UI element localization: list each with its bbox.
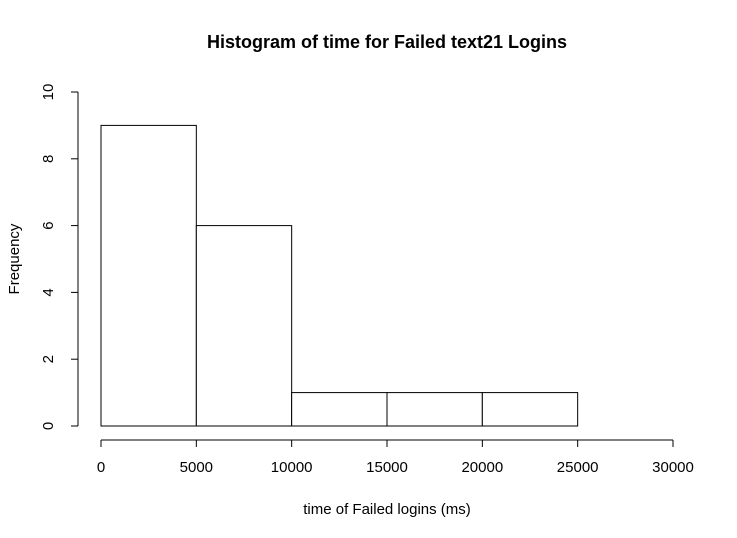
histogram-bar-2 [195, 225, 293, 427]
y-tick-label: 10 [40, 84, 57, 101]
x-axis: 0 5000 10000 15000 20000 25000 30000 [97, 439, 694, 476]
y-tick-label: 8 [40, 155, 57, 163]
histogram-bar-1 [100, 124, 197, 427]
y-axis: 0 2 4 6 8 10 [40, 84, 79, 430]
x-tick-label: 20000 [461, 459, 503, 476]
histogram-bar-4 [386, 392, 483, 427]
histogram-bar-5 [481, 392, 579, 427]
histogram-bar-3 [291, 392, 388, 427]
x-tick-label: 30000 [652, 459, 694, 476]
chart-title: Histogram of time for Failed text21 Logi… [207, 32, 567, 52]
y-tick-label: 0 [40, 422, 57, 430]
y-tick-label: 2 [40, 355, 57, 363]
y-tick-label: 6 [40, 221, 57, 229]
y-tick-label: 4 [40, 288, 57, 296]
x-tick-label: 5000 [180, 459, 213, 476]
y-axis-label: Frequency [6, 223, 23, 294]
x-tick-label: 10000 [271, 459, 313, 476]
x-tick-label: 25000 [557, 459, 599, 476]
bars-group [100, 124, 579, 427]
x-tick-label: 15000 [366, 459, 408, 476]
x-tick-label: 0 [97, 459, 105, 476]
x-axis-label: time of Failed logins (ms) [303, 501, 471, 518]
